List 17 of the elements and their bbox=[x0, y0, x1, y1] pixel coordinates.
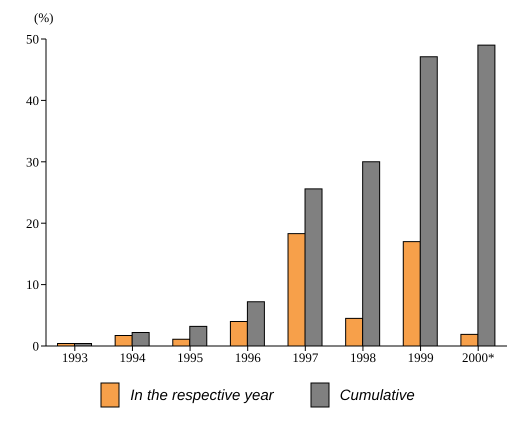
y-tick-label: 20 bbox=[26, 216, 39, 231]
legend-label: In the respective year bbox=[130, 386, 274, 404]
x-tick-label: 1999 bbox=[408, 350, 434, 366]
y-tick-label: 0 bbox=[32, 338, 39, 354]
y-tick-label: 10 bbox=[26, 277, 39, 292]
x-tick-label: 2000* bbox=[462, 350, 494, 366]
x-tick-label: 1996 bbox=[234, 350, 262, 366]
x-tick-label: 1997 bbox=[292, 350, 319, 366]
legend-label: Cumulative bbox=[340, 386, 415, 404]
x-tick-label: 1994 bbox=[119, 350, 146, 366]
x-tick-label: 1998 bbox=[350, 350, 376, 366]
y-tick-label: 30 bbox=[26, 154, 39, 170]
y-tick-label: 40 bbox=[26, 93, 39, 108]
y-tick-label: 50 bbox=[26, 32, 39, 47]
x-tick-label: 1995 bbox=[177, 350, 204, 366]
y-axis-title: (%) bbox=[34, 10, 54, 26]
x-tick-label: 1993 bbox=[62, 350, 88, 366]
